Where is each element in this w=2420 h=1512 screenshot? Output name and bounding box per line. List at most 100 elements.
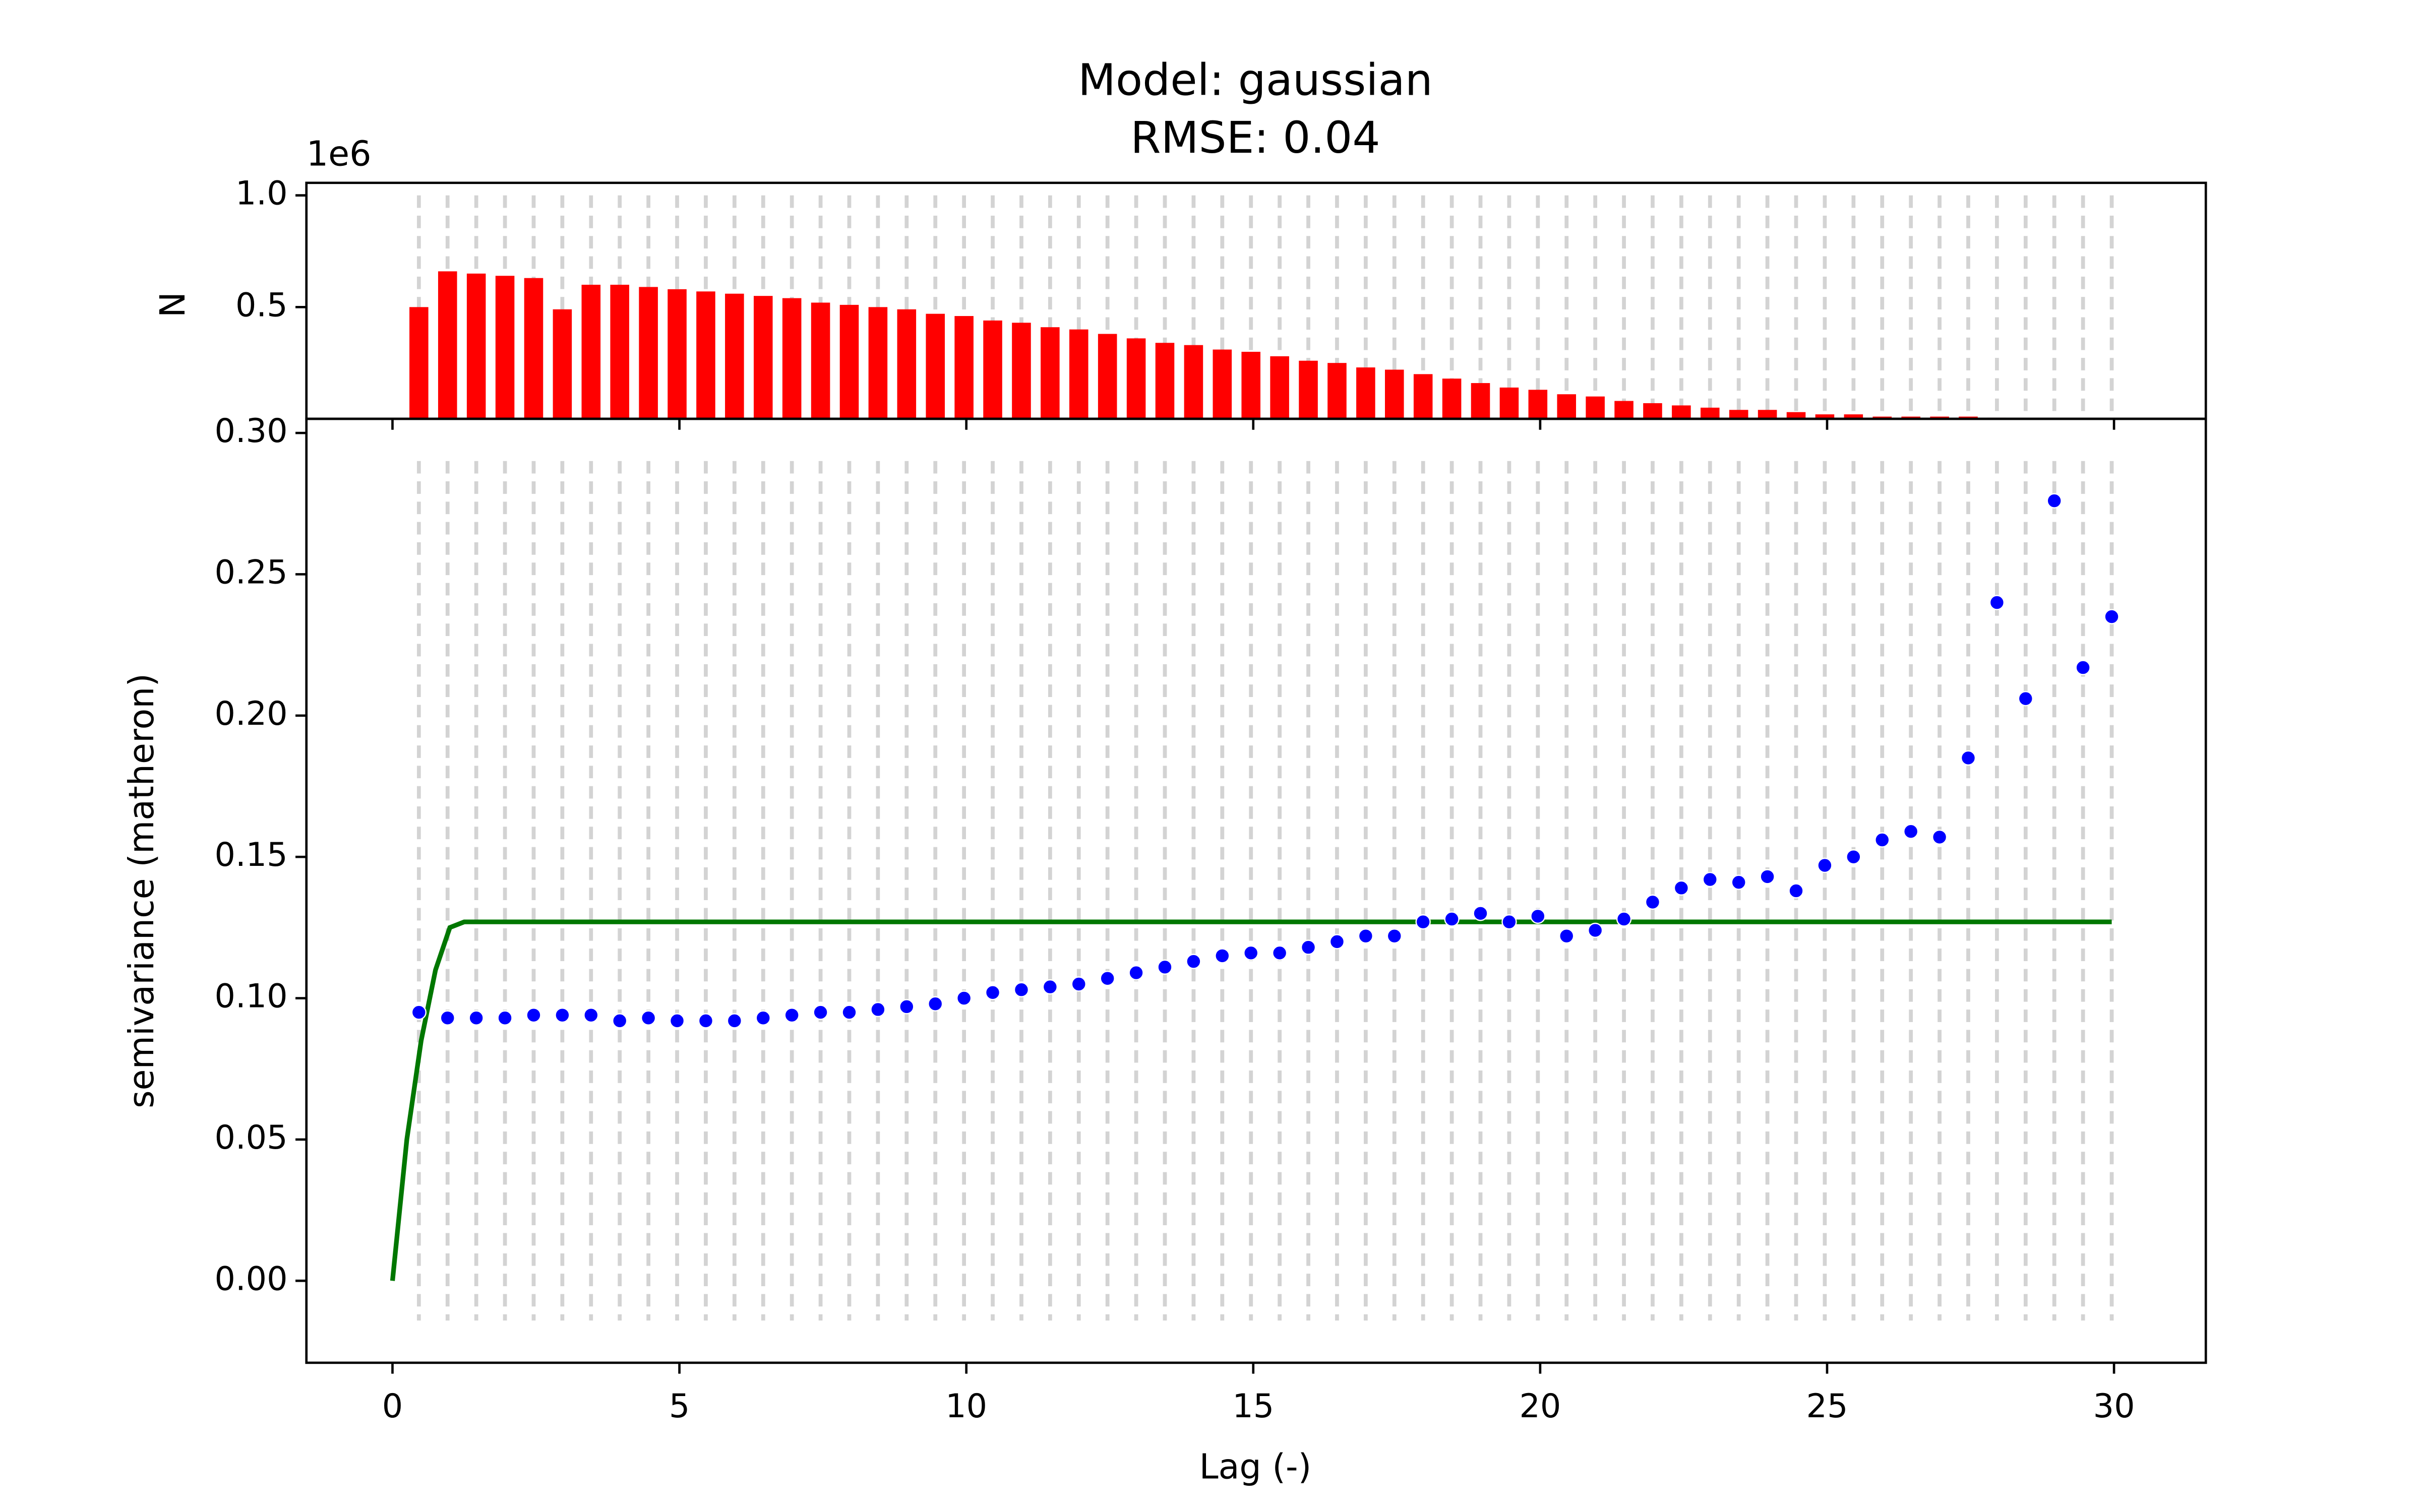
data-point xyxy=(1645,894,1661,910)
bar xyxy=(1672,405,1691,419)
bar xyxy=(753,296,773,419)
bar xyxy=(1041,327,1060,419)
y-tick-label: 0.20 xyxy=(215,695,288,733)
bar xyxy=(811,302,830,419)
plot-frame xyxy=(305,417,2207,1364)
bar xyxy=(1758,410,1777,419)
data-point xyxy=(870,1001,886,1018)
data-point xyxy=(411,1004,427,1020)
x-tick-label: 0 xyxy=(382,1388,403,1425)
bar xyxy=(1586,396,1605,419)
data-point xyxy=(1587,922,1603,938)
data-point xyxy=(1100,971,1115,986)
bar xyxy=(610,284,629,419)
data-point xyxy=(1358,928,1374,944)
data-point xyxy=(468,1010,484,1026)
data-point xyxy=(1013,982,1030,997)
data-point xyxy=(1673,880,1689,896)
data-point xyxy=(1931,829,1948,845)
bar xyxy=(1442,379,1462,419)
y-tick-label: 0.5 xyxy=(235,286,288,324)
bar xyxy=(983,320,1002,419)
bar xyxy=(1184,345,1203,419)
data-point xyxy=(755,1010,771,1026)
bar xyxy=(1356,367,1375,419)
data-point xyxy=(1243,945,1259,961)
bar xyxy=(466,273,486,419)
bar xyxy=(1213,349,1232,419)
bar xyxy=(1126,338,1146,419)
bar xyxy=(1786,412,1806,419)
y-tick-label: 0.15 xyxy=(215,836,288,874)
data-point xyxy=(1473,906,1488,921)
bar xyxy=(1643,403,1662,419)
chart-title: Model: gaussian xyxy=(1078,54,1433,105)
data-point xyxy=(1329,934,1345,950)
y-tick-label: 0.05 xyxy=(215,1119,288,1157)
bar xyxy=(1499,387,1519,419)
bar xyxy=(409,307,429,419)
bar xyxy=(668,289,687,419)
bar xyxy=(897,309,917,419)
bar xyxy=(1327,363,1347,419)
bar xyxy=(1098,334,1117,419)
x-tick-label: 5 xyxy=(669,1388,690,1425)
bar xyxy=(1815,414,1835,419)
bar xyxy=(725,293,744,419)
data-point xyxy=(928,996,943,1012)
data-point xyxy=(1616,911,1632,927)
bar xyxy=(1701,407,1720,419)
bar xyxy=(1557,394,1577,419)
bar xyxy=(926,313,945,419)
bar xyxy=(495,276,515,419)
bar xyxy=(1299,360,1318,419)
x-tick-label: 15 xyxy=(1232,1388,1274,1425)
data-point xyxy=(2046,493,2062,509)
data-point xyxy=(1960,750,1976,766)
y-tick-label: 0.30 xyxy=(215,412,288,450)
data-point xyxy=(1559,928,1575,944)
x-tick-label: 20 xyxy=(1519,1388,1561,1425)
data-point xyxy=(1989,595,2005,610)
x-tick-label: 30 xyxy=(2093,1388,2135,1425)
data-point xyxy=(1501,914,1517,930)
data-point xyxy=(1788,883,1804,899)
bar xyxy=(1270,356,1289,419)
data-point xyxy=(1215,948,1230,964)
data-point xyxy=(1042,979,1058,995)
bar xyxy=(1413,374,1433,419)
offset-label: 1e6 xyxy=(307,135,372,174)
bar xyxy=(524,278,543,419)
bar xyxy=(1528,390,1548,419)
data-point xyxy=(698,1013,714,1029)
data-point xyxy=(1186,954,1201,969)
data-point xyxy=(1846,849,1861,865)
data-point xyxy=(1731,874,1746,890)
bar xyxy=(782,298,802,419)
bar xyxy=(1729,410,1748,419)
data-point xyxy=(497,1010,513,1026)
data-point xyxy=(1300,939,1316,955)
data-point xyxy=(555,1007,570,1023)
bar xyxy=(553,309,572,419)
data-point xyxy=(727,1013,743,1029)
bar xyxy=(1012,323,1031,419)
bar xyxy=(1069,329,1088,419)
data-point xyxy=(2018,690,2033,707)
x-tick-label: 25 xyxy=(1806,1388,1848,1425)
model-line xyxy=(390,919,2112,1281)
bar xyxy=(1471,383,1490,419)
data-point xyxy=(1903,824,1919,839)
bar xyxy=(1844,414,1863,419)
bar xyxy=(1384,369,1404,419)
data-point xyxy=(956,990,972,1006)
data-point xyxy=(2075,660,2091,675)
data-point xyxy=(1386,928,1402,944)
data-point xyxy=(1530,908,1546,924)
data-point xyxy=(784,1007,800,1023)
data-point xyxy=(526,1007,541,1023)
bar xyxy=(639,287,658,419)
data-point xyxy=(813,1004,828,1020)
bar xyxy=(1155,343,1175,419)
